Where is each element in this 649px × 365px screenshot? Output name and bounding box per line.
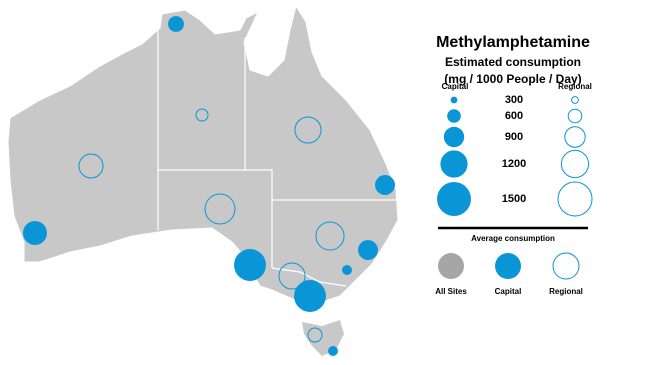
regional-bubble [204, 193, 236, 225]
average-label: Regional [549, 287, 583, 296]
legend-header: Regional [558, 82, 592, 91]
average-symbol [552, 252, 580, 280]
regional-bubble [278, 262, 306, 290]
legend-capital [450, 96, 458, 104]
regional-bubble [294, 116, 322, 144]
legend-size-label: 300 [505, 94, 523, 106]
subtitle: Estimated consumption [445, 55, 581, 69]
capital-bubble [168, 16, 184, 32]
regional-bubble [307, 327, 323, 343]
legend-size-label: 1200 [502, 158, 526, 170]
average-symbol [438, 253, 464, 279]
regional-bubble [315, 221, 345, 251]
legend-capital [437, 182, 471, 216]
legend-capital [447, 109, 461, 123]
capital-bubble [328, 346, 338, 356]
capital-bubble [234, 249, 266, 281]
legend-size-label: 600 [505, 110, 523, 122]
title: Methylamphetamine [436, 34, 590, 51]
average-label: All Sites [435, 287, 467, 296]
capital-bubble [358, 240, 378, 260]
legend-header: Capital [442, 82, 469, 91]
average-title: Average consumption [471, 234, 555, 243]
legend-size-label: 900 [505, 131, 523, 143]
legend-capital [440, 150, 468, 178]
subtitle: (mg / 1000 People / Day) [444, 72, 581, 86]
legend-regional [564, 126, 586, 148]
capital-bubble [342, 265, 352, 275]
capital-bubble [375, 175, 395, 195]
legend-regional [557, 181, 593, 217]
australia [7, 4, 399, 356]
capital-bubble [22, 220, 48, 246]
legend-regional [560, 149, 590, 179]
state-borders [157, 28, 396, 287]
average-symbol [495, 253, 521, 279]
regional-bubble [195, 108, 209, 122]
legend-size-label: 1500 [502, 193, 526, 205]
legend-capital [443, 126, 465, 148]
average-label: Capital [495, 287, 522, 296]
mainland [7, 4, 399, 307]
legend-regional [567, 108, 583, 124]
regional-bubble [78, 153, 104, 179]
capital-bubble [294, 280, 326, 312]
legend-regional [571, 96, 579, 104]
